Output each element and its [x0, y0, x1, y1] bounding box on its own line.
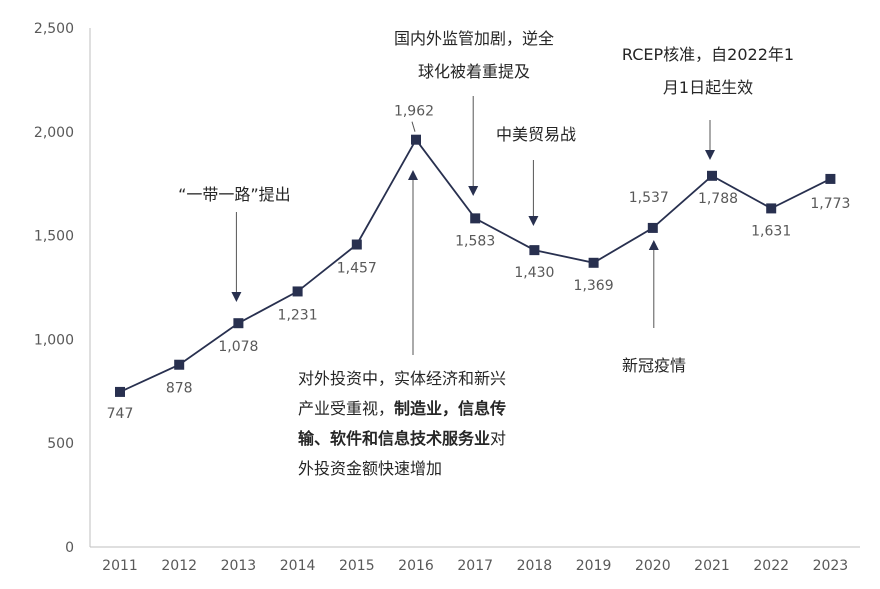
- annotation-segment: 对外投资中，实体经济和新兴: [298, 369, 506, 388]
- y-tick-label: 1,000: [34, 332, 74, 348]
- data-point: [470, 213, 481, 224]
- annotation-line: 国内外监管加剧，逆全: [394, 29, 554, 48]
- data-point: [351, 239, 362, 250]
- data-label-leader: [411, 121, 416, 132]
- x-tick-label: 2019: [576, 558, 612, 574]
- data-label: 1,788: [698, 191, 738, 207]
- data-label: 1,583: [455, 233, 495, 249]
- y-tick-label: 2,500: [34, 21, 74, 37]
- annotation-line: 外投资金额快速增加: [298, 459, 442, 478]
- trade-war-arrow-head: [528, 216, 539, 226]
- data-label: 1,457: [337, 261, 377, 277]
- data-label: 878: [166, 381, 193, 397]
- annotation-line: 产业受重视，制造业，信息传: [298, 399, 506, 418]
- annotation-segment: 外投资金额快速增加: [298, 459, 442, 478]
- annotation-segment: “一带一路”提出: [178, 185, 291, 204]
- x-tick-label: 2011: [102, 558, 138, 574]
- annotation-line: 输、软件和信息技术服务业对: [298, 429, 506, 448]
- x-tick-label: 2022: [753, 558, 789, 574]
- y-tick-label: 500: [47, 436, 74, 452]
- data-label: 1,078: [218, 339, 258, 355]
- annotation-arrows: [231, 96, 715, 355]
- belt-road-arrow-head: [231, 292, 242, 302]
- annotation-real-economy: 对外投资中，实体经济和新兴产业受重视，制造业，信息传输、软件和信息技术服务业对外…: [298, 369, 506, 478]
- annotation-belt-road: “一带一路”提出: [178, 185, 291, 204]
- annotation-segment: 对: [490, 429, 506, 448]
- data-point: [292, 286, 303, 297]
- x-tick-label: 2023: [813, 558, 849, 574]
- annotation-segment: 新冠疫情: [622, 356, 686, 375]
- annotation-line: 月1日起生效: [663, 78, 753, 97]
- x-tick-label: 2016: [398, 558, 434, 574]
- data-point: [411, 134, 421, 145]
- annotation-rcep: RCEP核准，自2022年1 月1日起生效: [622, 45, 794, 97]
- annotation-segment: 制造业，信息传: [394, 399, 506, 418]
- annotation-segment: RCEP核准，自2022年1: [622, 45, 794, 64]
- annotation-segment: 月1日起生效: [663, 78, 753, 97]
- x-tick-label: 2018: [517, 558, 553, 574]
- data-point: [174, 359, 185, 370]
- x-tick-label: 2013: [221, 558, 257, 574]
- y-tick-labels: 0 500 1,000 1,500 2,000 2,500: [34, 21, 74, 556]
- data-label: 1,231: [278, 307, 318, 323]
- data-label: 1,369: [574, 278, 614, 294]
- data-point: [233, 318, 244, 329]
- annotation-line: 新冠疫情: [622, 356, 686, 375]
- annotation-segment: 输、软件和信息技术服务业: [298, 429, 490, 448]
- data-point: [115, 386, 125, 397]
- annotation-line: “一带一路”提出: [178, 185, 291, 204]
- annotation-covid: 新冠疫情: [622, 356, 686, 375]
- x-tick-label: 2020: [635, 558, 671, 574]
- data-label: 1,773: [810, 196, 850, 212]
- data-point: [647, 222, 658, 233]
- y-tick-label: 1,500: [34, 229, 74, 245]
- x-tick-label: 2012: [161, 558, 197, 574]
- x-tick-labels: 2011 2012 2013 2014 2015 2016 2017 2018 2019 2020…: [102, 558, 848, 574]
- annotation-line: 中美贸易战: [496, 125, 576, 144]
- annotation-trade-war: 中美贸易战: [496, 125, 576, 144]
- data-point: [707, 170, 717, 181]
- x-tick-label: 2017: [457, 558, 493, 574]
- annotation-segment: 产业受重视，: [298, 399, 394, 418]
- data-labels: 747 878 1,078 1,231 1,457 1,962 1,583 1,430 1,36…: [107, 104, 851, 422]
- data-label: 1,537: [629, 190, 669, 206]
- y-tick-label: 2,000: [34, 125, 74, 141]
- annotation-line: 对外投资中，实体经济和新兴: [298, 369, 506, 388]
- data-series: [115, 134, 836, 397]
- annotation-line: 球化被着重提及: [418, 62, 530, 81]
- covid-arrow-head: [648, 240, 659, 250]
- annotation-segment: 球化被着重提及: [418, 62, 530, 81]
- data-label: 1,962: [394, 104, 434, 120]
- data-point: [825, 173, 836, 184]
- data-point: [529, 245, 540, 256]
- annotation-segment: 中美贸易战: [496, 125, 576, 144]
- x-tick-label: 2015: [339, 558, 375, 574]
- x-tick-label: 2014: [280, 558, 316, 574]
- annotation-line: RCEP核准，自2022年1: [622, 45, 794, 64]
- data-label: 1,631: [751, 223, 791, 239]
- rcep-arrow-head: [705, 150, 715, 160]
- annotation-segment: 国内外监管加剧，逆全: [394, 29, 554, 48]
- real-economy-arrow-head: [408, 170, 418, 180]
- y-tick-label: 0: [65, 540, 74, 556]
- data-label: 1,430: [514, 265, 554, 281]
- data-label: 747: [107, 406, 134, 422]
- data-point: [766, 203, 777, 214]
- data-point: [588, 257, 599, 268]
- regulation-arrow-head: [468, 186, 479, 196]
- x-tick-label: 2021: [694, 558, 730, 574]
